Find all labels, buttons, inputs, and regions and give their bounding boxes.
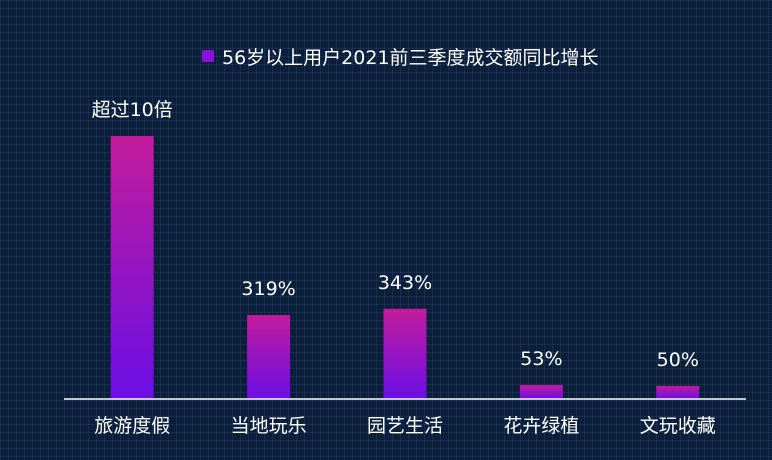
bar-value-label-2: 319% [241, 278, 295, 300]
bar-3 [383, 308, 427, 399]
x-tick-label-2: 当地玩乐 [231, 415, 307, 437]
bar-5 [656, 385, 700, 399]
legend: 56岁以上用户2021前三季度成交额同比增长 [202, 47, 599, 69]
x-tick-label-4: 花卉绿植 [503, 415, 579, 437]
bar-2 [247, 315, 291, 399]
legend-label: 56岁以上用户2021前三季度成交额同比增长 [222, 47, 599, 69]
bar-value-label-1: 超过10倍 [92, 99, 173, 121]
bars [110, 136, 700, 399]
x-tick-label-1: 旅游度假 [94, 415, 170, 437]
value-labels: 超过10倍 319% 343% 53% 50% [92, 99, 699, 371]
legend-swatch [202, 50, 214, 62]
bar-4 [519, 385, 563, 399]
x-tick-label-5: 文玩收藏 [640, 415, 716, 437]
bar-value-label-5: 50% [657, 349, 699, 371]
bar-value-label-4: 53% [520, 348, 562, 370]
bar-1 [110, 136, 154, 399]
bar-value-label-3: 343% [378, 272, 432, 294]
x-tick-label-3: 园艺生活 [367, 415, 443, 437]
x-axis-tick-labels: 旅游度假 当地玩乐 园艺生活 花卉绿植 文玩收藏 [94, 415, 716, 437]
